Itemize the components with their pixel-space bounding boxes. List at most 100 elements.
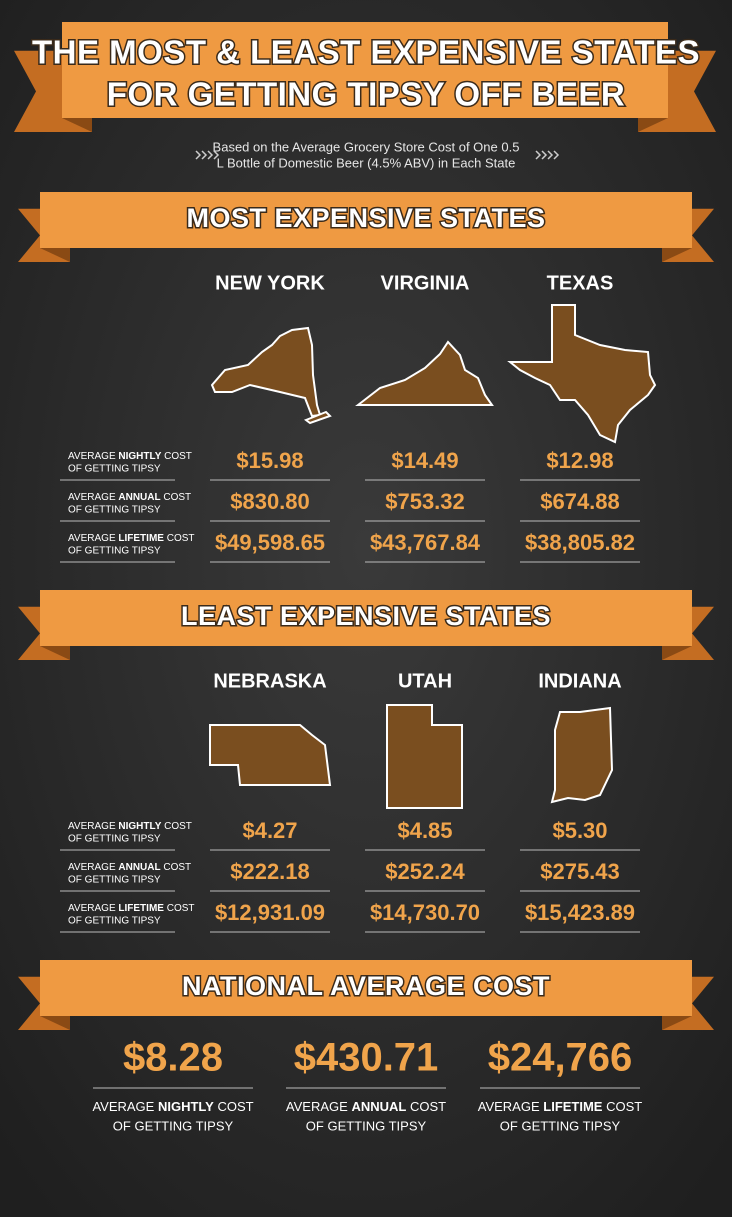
label-line2: OF GETTING TIPSY	[306, 1118, 427, 1133]
label-line2: OF GETTING TIPSY	[68, 505, 161, 516]
banner	[40, 192, 692, 248]
label-post: COST	[606, 1099, 642, 1114]
banner	[40, 590, 692, 646]
label-pre: AVERAGE	[478, 1099, 540, 1114]
value: $4.27	[242, 818, 297, 843]
label-line: AVERAGE NIGHTLY COST	[68, 451, 192, 462]
national-value: $24,766	[488, 1036, 633, 1080]
state-name: VIRGINIA	[381, 272, 470, 294]
label-key: LIFETIME	[543, 1099, 603, 1114]
state-shape	[507, 304, 657, 444]
label-line2: OF GETTING TIPSY	[68, 464, 161, 475]
value: $252.24	[385, 859, 465, 884]
label-line: AVERAGE LIFETIME COST	[68, 903, 195, 914]
label-line2: OF GETTING TIPSY	[500, 1118, 621, 1133]
label-post: COST	[163, 862, 191, 873]
state-name: UTAH	[398, 670, 452, 692]
state-name: INDIANA	[538, 670, 621, 692]
label-line: AVERAGE ANNUAL COST	[68, 492, 191, 503]
banner-fold	[662, 1016, 692, 1030]
label-post: COST	[163, 492, 191, 503]
label-pre: AVERAGE	[92, 1099, 154, 1114]
label-post: COST	[164, 821, 192, 832]
arrow-decor	[195, 150, 202, 160]
label-pre: AVERAGE	[68, 821, 116, 832]
arrow-decor	[547, 150, 554, 160]
label-post: COST	[167, 903, 195, 914]
value: $38,805.82	[525, 530, 635, 555]
label-line: AVERAGE ANNUAL COST	[286, 1099, 446, 1114]
state-name: NEW YORK	[215, 272, 325, 294]
label-key: ANNUAL	[351, 1099, 406, 1114]
label-line2: OF GETTING TIPSY	[113, 1118, 234, 1133]
label-line2: OF GETTING TIPSY	[68, 546, 161, 557]
banner-fold	[662, 248, 692, 262]
label-key: LIFETIME	[118, 533, 164, 544]
value: $222.18	[230, 859, 310, 884]
section-heading: MOST EXPENSIVE STATES	[186, 203, 545, 233]
state-name: NEBRASKA	[213, 670, 326, 692]
banner-fold	[40, 248, 70, 262]
label-line: AVERAGE NIGHTLY COST	[68, 821, 192, 832]
label-key: LIFETIME	[118, 903, 164, 914]
section-heading: NATIONAL AVERAGE COST	[182, 971, 550, 1001]
banner	[40, 960, 692, 1016]
value: $43,767.84	[370, 530, 481, 555]
label-line: AVERAGE ANNUAL COST	[68, 862, 191, 873]
subtitle: L Bottle of Domestic Beer (4.5% ABV) in …	[217, 155, 516, 170]
label-pre: AVERAGE	[68, 533, 116, 544]
value: $49,598.65	[215, 530, 325, 555]
arrow-decor	[201, 150, 208, 160]
state-shape	[209, 724, 332, 786]
label-line2: OF GETTING TIPSY	[68, 916, 161, 927]
value: $15.98	[236, 448, 303, 473]
arrow-decor	[535, 150, 542, 160]
label-pre: AVERAGE	[286, 1099, 348, 1114]
arrow-decor	[553, 150, 560, 160]
state-name: TEXAS	[547, 272, 614, 294]
arrow-decor	[541, 150, 548, 160]
national-value: $430.71	[294, 1036, 439, 1080]
value: $14.49	[391, 448, 458, 473]
value: $15,423.89	[525, 900, 635, 925]
banner-fold	[638, 118, 668, 132]
title: FOR GETTING TIPSY OFF BEER	[107, 76, 625, 113]
value: $14,730.70	[370, 900, 480, 925]
state-shape	[210, 326, 322, 418]
label-line2: OF GETTING TIPSY	[68, 875, 161, 886]
banner-fold	[40, 646, 70, 660]
label-pre: AVERAGE	[68, 492, 116, 503]
label-key: NIGHTLY	[118, 451, 161, 462]
value: $753.32	[385, 489, 465, 514]
state-shape	[386, 704, 463, 809]
value: $674.88	[540, 489, 620, 514]
label-line: AVERAGE LIFETIME COST	[68, 533, 195, 544]
banner-fold	[40, 1016, 70, 1030]
label-key: ANNUAL	[118, 862, 160, 873]
value: $4.85	[397, 818, 452, 843]
state-shape	[303, 410, 332, 425]
value: $275.43	[540, 859, 620, 884]
value: $12,931.09	[215, 900, 325, 925]
arrow-decor	[213, 150, 220, 160]
label-post: COST	[167, 533, 195, 544]
title: THE MOST & LEAST EXPENSIVE STATES	[32, 34, 700, 71]
label-line: AVERAGE LIFETIME COST	[478, 1099, 643, 1114]
label-post: COST	[164, 451, 192, 462]
label-key: ANNUAL	[118, 492, 160, 503]
state-shape	[550, 706, 614, 804]
label-key: NIGHTLY	[118, 821, 161, 832]
state-shape	[355, 340, 494, 406]
label-line: AVERAGE NIGHTLY COST	[92, 1099, 253, 1114]
label-post: COST	[217, 1099, 253, 1114]
label-pre: AVERAGE	[68, 451, 116, 462]
section-heading: LEAST EXPENSIVE STATES	[181, 601, 551, 631]
value: $830.80	[230, 489, 310, 514]
banner	[62, 22, 668, 118]
value: $5.30	[552, 818, 607, 843]
label-pre: AVERAGE	[68, 903, 116, 914]
arrow-decor	[207, 150, 214, 160]
label-pre: AVERAGE	[68, 862, 116, 873]
national-value: $8.28	[123, 1036, 223, 1080]
